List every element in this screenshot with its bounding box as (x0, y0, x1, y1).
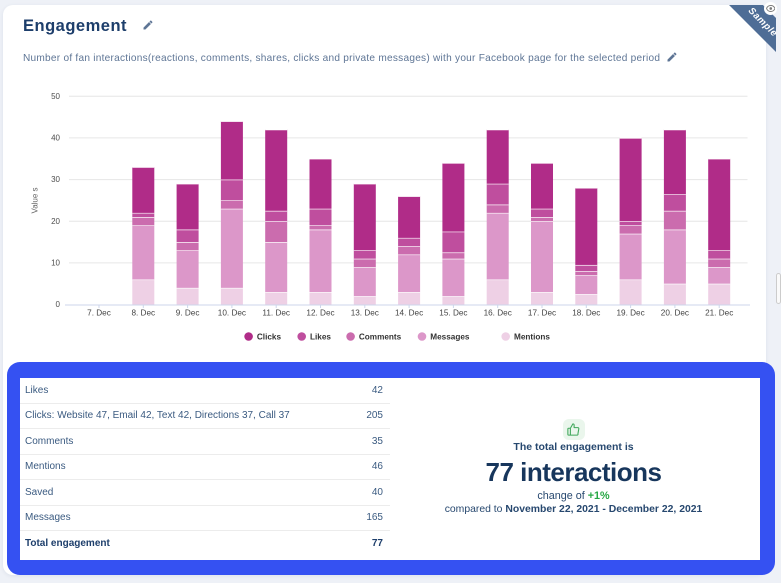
svg-text:16. Dec: 16. Dec (484, 309, 512, 318)
svg-text:Value s: Value s (31, 187, 40, 213)
svg-text:9. Dec: 9. Dec (176, 309, 200, 318)
svg-text:Mentions: Mentions (514, 333, 550, 342)
svg-text:12. Dec: 12. Dec (306, 309, 334, 318)
svg-text:20. Dec: 20. Dec (661, 309, 689, 318)
svg-text:Likes: Likes (310, 333, 331, 342)
svg-text:15. Dec: 15. Dec (439, 309, 467, 318)
svg-text:13. Dec: 13. Dec (351, 309, 379, 318)
svg-text:7. Dec: 7. Dec (87, 309, 111, 318)
svg-text:Messages: Messages (430, 333, 470, 342)
svg-text:Clicks: Clicks (257, 333, 282, 342)
svg-text:30: 30 (51, 175, 60, 184)
svg-text:18. Dec: 18. Dec (572, 309, 600, 318)
svg-text:20: 20 (51, 217, 60, 226)
svg-text:11. Dec: 11. Dec (262, 309, 290, 318)
svg-text:8. Dec: 8. Dec (131, 309, 155, 318)
svg-text:40: 40 (51, 134, 60, 143)
svg-text:10. Dec: 10. Dec (218, 309, 246, 318)
svg-text:17. Dec: 17. Dec (528, 309, 556, 318)
svg-text:19. Dec: 19. Dec (616, 309, 644, 318)
svg-text:21. Dec: 21. Dec (705, 309, 733, 318)
svg-text:0: 0 (56, 300, 61, 309)
svg-text:Comments: Comments (359, 333, 402, 342)
svg-text:14. Dec: 14. Dec (395, 309, 423, 318)
svg-text:50: 50 (51, 92, 60, 101)
svg-text:10: 10 (51, 259, 60, 268)
